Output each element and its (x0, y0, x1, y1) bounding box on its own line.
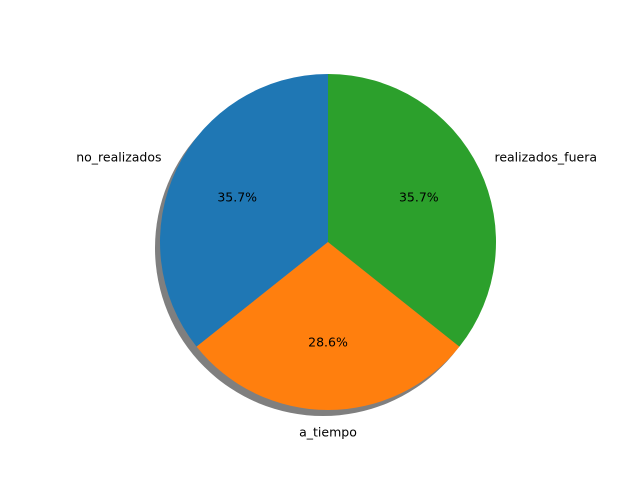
pie-slice-realizados-fuera (328, 74, 497, 347)
pie-slice-no-realizados (159, 74, 328, 347)
slice-percent-realizados-fuera: 35.7% (399, 190, 439, 205)
pie-slices (159, 74, 497, 411)
slice-percent-a-tiempo: 28.6% (308, 334, 348, 349)
pie-slice-a-tiempo (196, 242, 460, 411)
slice-label-no-realizados: no_realizados (76, 150, 161, 165)
slice-percent-no-realizados: 35.7% (217, 190, 257, 205)
slice-label-realizados-fuera: realizados_fuera (494, 150, 597, 165)
slice-label-a-tiempo: a_tiempo (299, 424, 357, 439)
pie-labels: no_realizados 35.7% a_tiempo 28.6% realizado… (76, 150, 597, 440)
